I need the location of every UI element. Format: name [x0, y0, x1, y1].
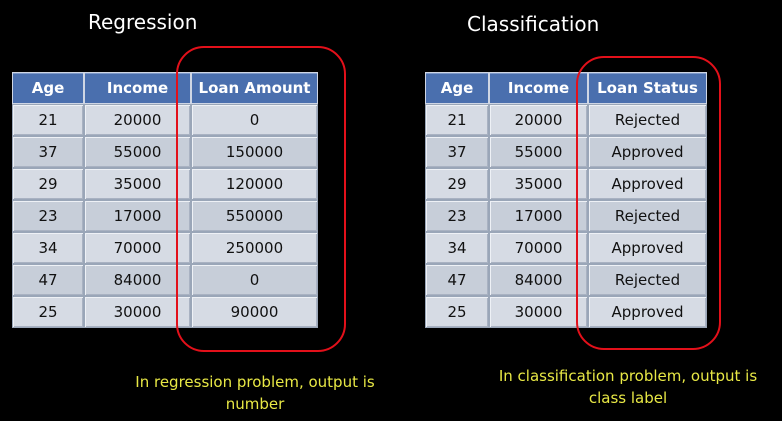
cell-age: 37	[425, 136, 489, 168]
cell-age: 47	[425, 264, 489, 296]
column-header-age: Age	[425, 72, 489, 104]
cell-income: 84000	[84, 264, 191, 296]
cell-income: 84000	[489, 264, 588, 296]
cell-income: 35000	[489, 168, 588, 200]
cell-age: 23	[12, 200, 84, 232]
cell-age: 37	[12, 136, 84, 168]
classification-title: Classification	[467, 12, 599, 36]
cell-income: 20000	[84, 104, 191, 136]
cell-age: 29	[12, 168, 84, 200]
cell-income: 35000	[84, 168, 191, 200]
classification-caption: In classification problem, output is cla…	[478, 365, 778, 409]
cell-age: 21	[12, 104, 84, 136]
output-column-highlight-regression	[176, 46, 346, 352]
column-header-income: Income	[84, 72, 191, 104]
cell-income: 17000	[489, 200, 588, 232]
cell-income: 55000	[489, 136, 588, 168]
cell-income: 30000	[489, 296, 588, 328]
cell-age: 25	[12, 296, 84, 328]
cell-age: 34	[425, 232, 489, 264]
cell-income: 55000	[84, 136, 191, 168]
column-header-age: Age	[12, 72, 84, 104]
regression-caption: In regression problem, output is number	[110, 371, 400, 415]
cell-income: 20000	[489, 104, 588, 136]
cell-income: 70000	[84, 232, 191, 264]
cell-age: 34	[12, 232, 84, 264]
cell-income: 17000	[84, 200, 191, 232]
cell-age: 29	[425, 168, 489, 200]
column-header-income: Income	[489, 72, 588, 104]
cell-age: 25	[425, 296, 489, 328]
cell-income: 70000	[489, 232, 588, 264]
cell-age: 47	[12, 264, 84, 296]
regression-title: Regression	[88, 10, 197, 34]
cell-age: 21	[425, 104, 489, 136]
cell-age: 23	[425, 200, 489, 232]
output-column-highlight-classification	[576, 56, 721, 350]
cell-income: 30000	[84, 296, 191, 328]
